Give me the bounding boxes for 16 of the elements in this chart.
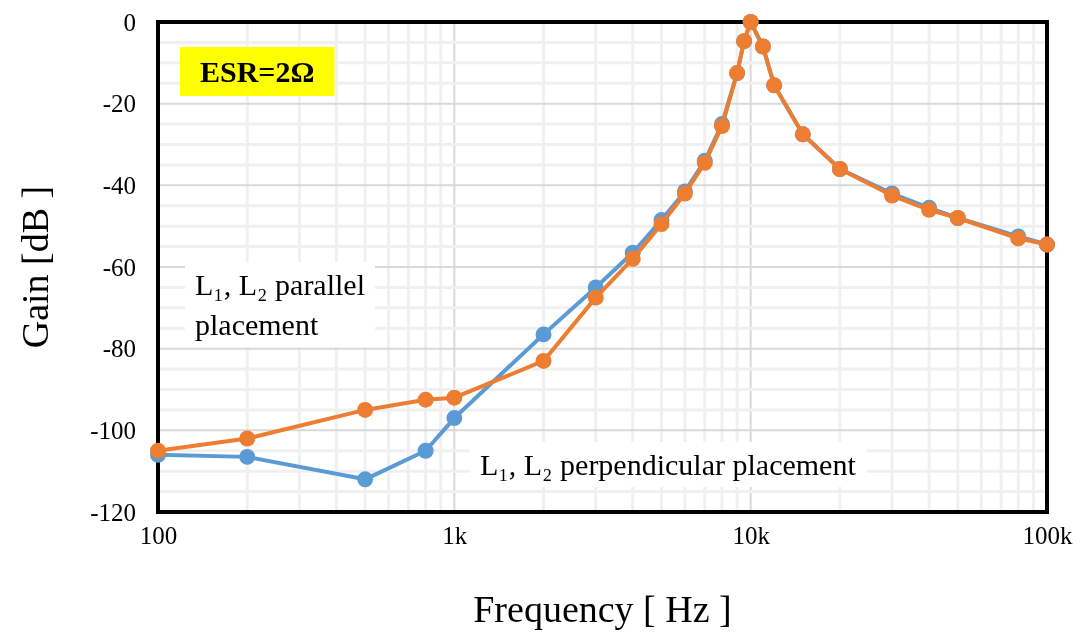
series-label: L₁, L₂ perpendicular placement	[480, 448, 857, 481]
y-tick-label: -20	[102, 90, 136, 118]
y-tick-label: -120	[90, 498, 136, 526]
x-tick-label: 1k	[442, 521, 468, 549]
y-tick-label: -80	[102, 335, 136, 363]
x-axis-title: Frequency [ Hz ]	[473, 588, 732, 630]
y-tick-label: -100	[90, 416, 136, 444]
y-tick-label: -40	[102, 171, 136, 199]
y-axis-title: Gain [dB ]	[14, 185, 56, 349]
y-tick-label: -60	[102, 253, 136, 281]
text: L₁, L₂ parallel placement	[195, 268, 366, 341]
x-tick-label: 100	[139, 521, 178, 549]
x-tick-label: 100k	[1022, 521, 1073, 549]
y-tick-label: 0	[123, 8, 136, 36]
x-tick-label: 10k	[732, 521, 771, 549]
annotation: ESR=2Ω	[200, 55, 315, 88]
